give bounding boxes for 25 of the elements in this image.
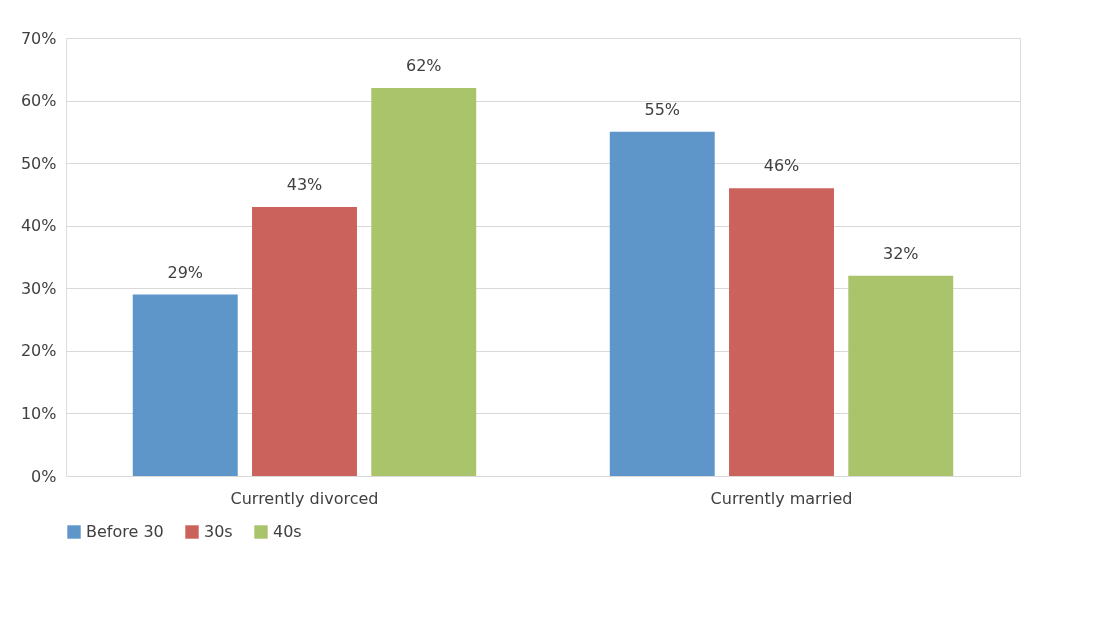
y-tick-label: 10% [20, 403, 57, 423]
bar [371, 88, 477, 476]
bar [609, 131, 715, 476]
y-tick-label: 20% [20, 341, 57, 361]
bar [848, 275, 954, 476]
y-tick-label: 50% [20, 153, 57, 173]
legend-label: 40s [273, 522, 302, 541]
data-label: 32% [882, 243, 919, 263]
y-tick-label: 60% [20, 91, 57, 111]
data-label: 55% [644, 99, 681, 119]
data-label: 46% [763, 156, 800, 176]
data-label: 62% [405, 56, 442, 76]
bar [252, 206, 357, 476]
bar [132, 294, 238, 476]
y-tick-label: 30% [20, 278, 57, 298]
legend-label: Before 30 [86, 522, 164, 541]
y-tick-label: 70% [20, 28, 57, 48]
data-label: 29% [167, 262, 204, 282]
y-tick-label: 40% [20, 216, 57, 236]
x-tick-label: Currently divorced [230, 488, 379, 508]
bar [729, 188, 834, 476]
y-tick-label: 0% [31, 466, 57, 486]
x-tick-label: Currently married [710, 488, 853, 508]
legend-label: 30s [204, 522, 233, 541]
data-label: 43% [286, 174, 323, 194]
